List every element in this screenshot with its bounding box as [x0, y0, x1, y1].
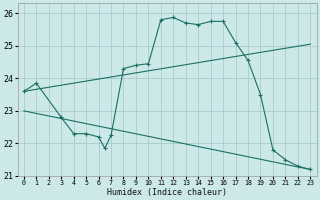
X-axis label: Humidex (Indice chaleur): Humidex (Indice chaleur)	[107, 188, 227, 197]
